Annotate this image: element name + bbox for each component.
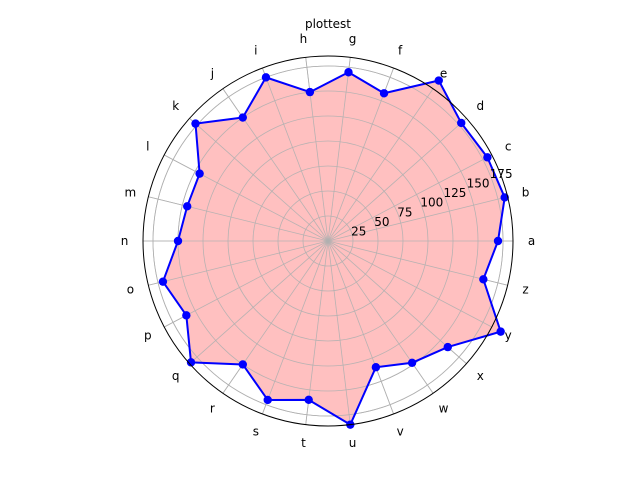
category-label-z: z [522,283,528,297]
data-point-r [238,360,247,369]
data-point-n [173,236,183,246]
data-point-v [371,363,381,372]
chart-title: plottest [305,17,351,31]
category-label-e: e [440,67,447,81]
spoke-gridline-overlay-u [327,240,351,425]
category-label-u: u [349,436,357,450]
spoke-gridline-overlay-g [327,57,351,242]
radial-tick-label-125: 125 [443,186,466,200]
category-label-c: c [505,139,512,153]
category-label-b: b [522,185,530,199]
category-label-n: n [121,234,129,248]
spoke-gridline-overlay-q [189,240,329,364]
spoke-gridline-overlay-d [327,118,467,242]
data-point-s [263,395,272,405]
radial-tick-label-25: 25 [351,224,366,238]
category-label-o: o [127,283,134,297]
data-point-j [238,113,247,122]
category-label-d: d [477,99,485,113]
radial-tick-label-175: 175 [490,167,513,181]
spoke-gridline-overlay-v [327,240,394,415]
spoke-gridline-overlay-i [262,67,329,242]
data-point-y [496,327,505,336]
spoke-gridline-overlay-t [305,240,329,425]
category-label-t: t [301,436,306,450]
radial-tick-label-150: 150 [467,177,490,191]
series-layer [143,57,513,429]
data-point-l [195,169,204,178]
data-point-m [183,202,192,211]
frame-layer [142,55,514,427]
spoke-gridline-overlay-o [148,240,329,286]
spoke-gridline-overlay-s [262,240,329,415]
category-label-s: s [253,424,259,438]
data-point-i [261,73,271,82]
category-label-r: r [210,401,215,415]
spoke-gridline-overlay-k [189,118,329,242]
data-point-t [304,395,313,405]
data-point-g [344,68,353,77]
category-label-h: h [300,32,308,46]
data-point-z [479,275,488,284]
category-label-j: j [210,67,214,81]
data-point-d [457,118,466,128]
series-fill-area [162,72,505,425]
data-point-p [182,311,191,320]
data-point-w [407,358,417,368]
spoke-gridline-overlay-b [327,196,508,242]
category-label-x: x [477,369,484,383]
category-label-w: w [439,401,449,415]
spoke-gridline-overlay-p [164,240,329,328]
spoke-gridline-overlay-c [327,154,492,242]
spoke-gridline-overlay-w [327,240,434,394]
category-label-l: l [146,139,149,153]
category-label-a: a [528,234,535,248]
category-label-g: g [349,32,357,46]
radial-tick-label-100: 100 [420,196,443,210]
spoke-gridline-overlay-m [148,196,329,242]
data-point-o [158,277,168,286]
radial-tick-label-50: 50 [374,215,389,229]
data-point-c [483,153,492,162]
spoke-gridline-overlay-l [164,154,329,242]
data-point-x [443,342,452,352]
polar-frame [142,55,514,427]
category-label-k: k [172,99,179,113]
data-point-q [186,358,196,367]
category-label-q: q [172,369,180,383]
category-label-f: f [398,44,403,58]
data-point-f [379,89,389,98]
category-label-m: m [125,185,137,199]
data-point-k [191,119,200,128]
spoke-gridline-overlay-x [327,240,467,364]
category-label-v: v [397,424,404,438]
spoke-gridline-overlay-y [327,240,492,328]
data-point-a [493,236,503,246]
spoke-gridline-overlay-z [327,240,508,286]
category-label-p: p [144,329,152,343]
data-point-h [305,87,315,97]
category-label-y: y [505,329,512,343]
radial-tick-label-75: 75 [397,205,412,219]
spoke-gridline-overlay-e [327,88,434,242]
data-point-e [434,76,443,85]
category-label-i: i [254,44,257,58]
